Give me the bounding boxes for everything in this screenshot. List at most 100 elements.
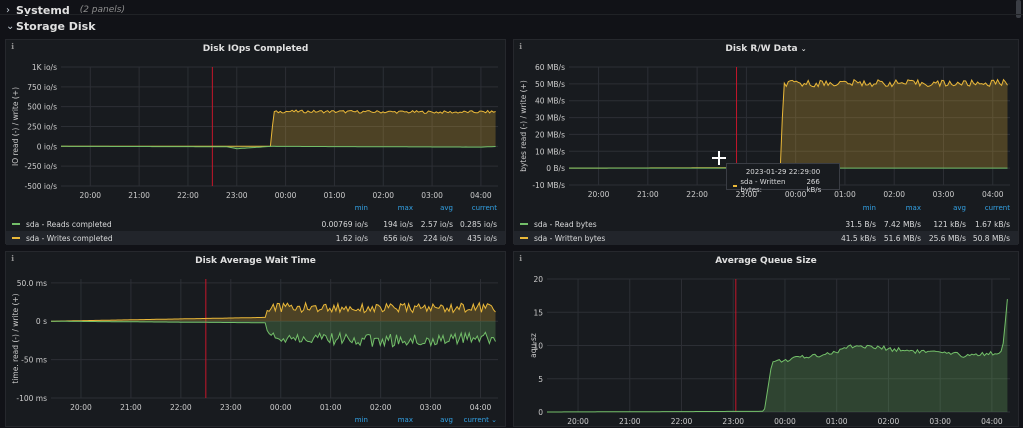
legend-col-avg[interactable]: avg [413, 204, 453, 212]
y-tick-label: 500 io/s [27, 103, 57, 112]
legend-series-name: sda - Reads completed [26, 220, 112, 229]
y-tick-label: 250 io/s [27, 123, 57, 132]
y-tick-label: 30 MB/s [535, 114, 565, 123]
x-tick-label: 22:00 [177, 191, 199, 200]
legend-max: 7.42 MB/s [876, 220, 921, 229]
legend-col-max[interactable]: max [368, 204, 413, 212]
x-tick-label: 04:00 [470, 403, 492, 412]
legend-header: min max avg current [6, 202, 505, 213]
legend-header: min max avg current ⌄ [6, 414, 505, 425]
row-header-storage-disk[interactable]: ⌄ Storage Disk [0, 16, 1023, 36]
legend-max: 194 io/s [368, 220, 413, 229]
y-tick-label: 1K io/s [32, 63, 57, 72]
legend-col-max[interactable]: max [876, 204, 921, 212]
x-tick-label: 20:00 [79, 191, 101, 200]
x-tick-label: 23:00 [722, 417, 744, 426]
x-tick-label: 22:00 [671, 417, 693, 426]
x-tick-label: 01:00 [834, 190, 856, 199]
hover-tooltip: 2023-01-29 22:29:00 sda - Written bytes:… [726, 163, 840, 190]
tooltip-time: 2023-01-29 22:29:00 [733, 168, 833, 176]
y-tick-label: -50 ms [21, 356, 47, 365]
legend-current: 0.285 io/s [453, 220, 505, 229]
y-tick-label: 0 s [36, 317, 47, 326]
legend-avg: 2.57 io/s [413, 220, 453, 229]
row-divider [0, 14, 1023, 15]
legend-max: 656 io/s [368, 234, 413, 243]
legend-row[interactable]: sda - Written bytes 41.5 kB/s 51.6 MB/s … [514, 231, 1018, 245]
chart-disk-iops: 1K io/s 750 io/s 500 io/s 250 io/s 0 io/s -25… [6, 40, 505, 200]
x-tick-label: 03:00 [929, 417, 951, 426]
legend-col-avg[interactable]: avg [921, 204, 966, 212]
chevron-down-icon: ⌄ [6, 21, 14, 32]
legend: min max avg current sda - Read bytes 31.… [514, 202, 1018, 245]
legend-min: 31.5 B/s [806, 220, 876, 229]
x-tick-label: 01:00 [324, 191, 346, 200]
y-axis-label: aqu-sz [529, 333, 538, 358]
legend-swatch [520, 237, 528, 239]
legend-series-name: sda - Read bytes [534, 220, 597, 229]
legend-min: 41.5 kB/s [806, 234, 876, 243]
series-area [569, 80, 1008, 169]
y-tick-label: -100 ms [16, 394, 47, 403]
x-tick-label: 04:00 [470, 191, 492, 200]
x-tick-label: 01:00 [826, 417, 848, 426]
legend-col-current[interactable]: current ⌄ [453, 416, 505, 424]
x-tick-label: 02:00 [372, 191, 394, 200]
y-tick-label: -250 io/s [24, 162, 57, 171]
y-tick-label: 750 io/s [27, 83, 57, 92]
legend-row[interactable]: sda - Reads completed 0.00769 io/s 194 i… [6, 217, 505, 231]
x-tick-label: 02:00 [878, 417, 900, 426]
y-axis-label: IO read (-) / write (+) [11, 87, 20, 166]
legend-col-min[interactable]: min [806, 204, 876, 212]
x-tick-label: 01:00 [320, 403, 342, 412]
legend-col-max[interactable]: max [368, 416, 413, 424]
legend-max: 51.6 MB/s [876, 234, 921, 243]
x-tick-label: 03:00 [421, 191, 443, 200]
x-tick-label: 21:00 [120, 403, 142, 412]
y-axis-label: time. read (-) / write (+) [11, 293, 20, 383]
x-tick-label: 02:00 [370, 403, 392, 412]
legend-min: 1.62 io/s [298, 234, 368, 243]
x-tick-label: 20:00 [70, 403, 92, 412]
legend-avg: 121 kB/s [921, 220, 966, 229]
legend-swatch [520, 223, 528, 225]
legend: min max avg current ⌄ [6, 414, 505, 425]
y-tick-label: 50.0 ms [17, 279, 47, 288]
y-tick-label: 15 [533, 308, 543, 317]
y-tick-label: 0 [538, 408, 543, 417]
y-tick-label: 0 io/s [37, 142, 57, 151]
legend-col-current-label: current [464, 416, 489, 424]
legend-col-min[interactable]: min [298, 204, 368, 212]
legend-row[interactable]: sda - Read bytes 31.5 B/s 7.42 MB/s 121 … [514, 217, 1018, 231]
legend-col-min[interactable]: min [298, 416, 368, 424]
y-tick-label: -500 io/s [24, 182, 57, 191]
chevron-down-icon: ⌄ [491, 416, 497, 424]
x-tick-label: 04:00 [982, 190, 1004, 199]
y-tick-label: 50 MB/s [535, 80, 565, 89]
legend-avg: 25.6 MB/s [921, 234, 966, 243]
legend-col-current[interactable]: current [453, 204, 505, 212]
legend-col-current[interactable]: current [966, 204, 1018, 212]
x-tick-label: 04:00 [981, 417, 1003, 426]
y-tick-label: 60 MB/s [535, 63, 565, 72]
y-tick-label: 20 MB/s [535, 130, 565, 139]
row-title: Storage Disk [16, 20, 96, 33]
legend-swatch [12, 223, 20, 225]
legend-series-name: sda - Writes completed [26, 234, 113, 243]
legend-min: 0.00769 io/s [298, 220, 368, 229]
legend-row[interactable]: sda - Writes completed 1.62 io/s 656 io/… [6, 231, 505, 245]
crosshair-cursor-icon [712, 151, 726, 165]
legend: min max avg current sda - Reads complete… [6, 202, 505, 245]
series-area [547, 299, 1007, 412]
legend-avg: 224 io/s [413, 234, 453, 243]
tooltip-value: 266 kB/s [806, 178, 833, 194]
y-tick-label: 10 MB/s [535, 147, 565, 156]
series-area [61, 110, 496, 146]
legend-col-avg[interactable]: avg [413, 416, 453, 424]
legend-current: 435 io/s [453, 234, 505, 243]
